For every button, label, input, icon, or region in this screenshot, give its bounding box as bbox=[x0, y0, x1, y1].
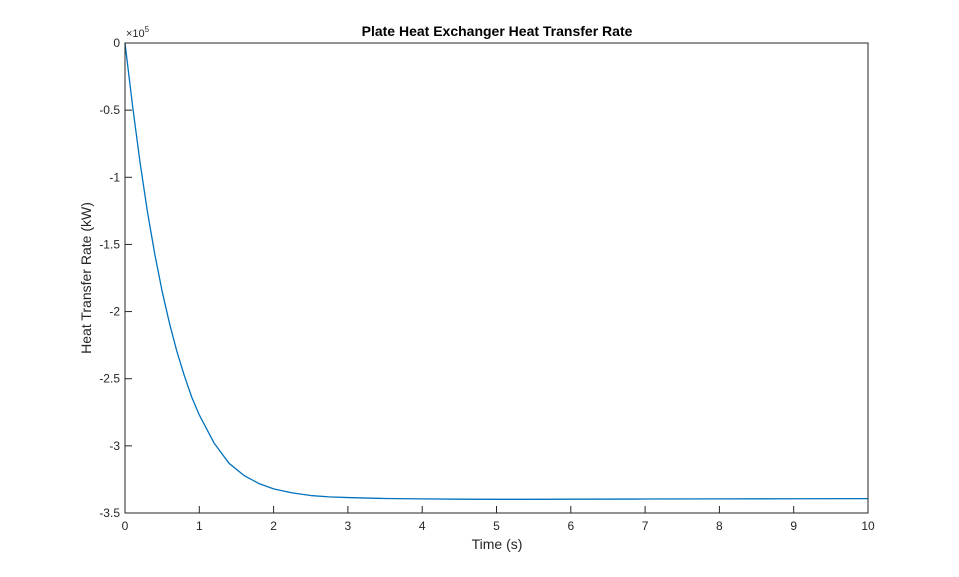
x-axis-ticks: 0 1 2 3 4 5 6 7 8 9 10 bbox=[122, 506, 875, 533]
x-tick-label: 7 bbox=[642, 519, 649, 533]
y-tick-label: -2 bbox=[109, 305, 120, 319]
y-tick-label: -2.5 bbox=[99, 372, 120, 386]
axes-box bbox=[124, 42, 869, 514]
y-tick-label: -0.5 bbox=[99, 103, 120, 117]
series-layer bbox=[124, 42, 869, 500]
y-tick-label: -1 bbox=[109, 170, 120, 184]
y-axis-ticks: 0 -0.5 -1 -1.5 -2 -2.5 -3 -3.5 bbox=[99, 36, 132, 520]
x-tick-label: 10 bbox=[861, 519, 875, 533]
x-tick-label: 0 bbox=[122, 519, 129, 533]
y-tick-label: -1.5 bbox=[99, 237, 120, 251]
chart-title: Plate Heat Exchanger Heat Transfer Rate bbox=[362, 23, 633, 39]
y-axis-exponent: ×105 bbox=[126, 25, 150, 40]
x-tick-label: 9 bbox=[790, 519, 797, 533]
x-tick-label: 5 bbox=[493, 519, 500, 533]
x-tick-label: 6 bbox=[567, 519, 574, 533]
y-tick-label: -3 bbox=[109, 439, 120, 453]
x-tick-label: 3 bbox=[345, 519, 352, 533]
y-exponent-base: ×10 bbox=[126, 28, 145, 40]
y-axis-label: Heat Transfer Rate (kW) bbox=[78, 202, 94, 354]
x-tick-label: 4 bbox=[419, 519, 426, 533]
x-tick-label: 1 bbox=[196, 519, 203, 533]
x-tick-label: 8 bbox=[716, 519, 723, 533]
y-exponent-power: 5 bbox=[145, 25, 150, 34]
series-line-0 bbox=[124, 42, 869, 500]
y-tick-label: 0 bbox=[113, 36, 120, 50]
x-axis-label: Time (s) bbox=[472, 536, 523, 552]
x-tick-label: 2 bbox=[270, 519, 277, 533]
y-tick-label: -3.5 bbox=[99, 506, 120, 520]
